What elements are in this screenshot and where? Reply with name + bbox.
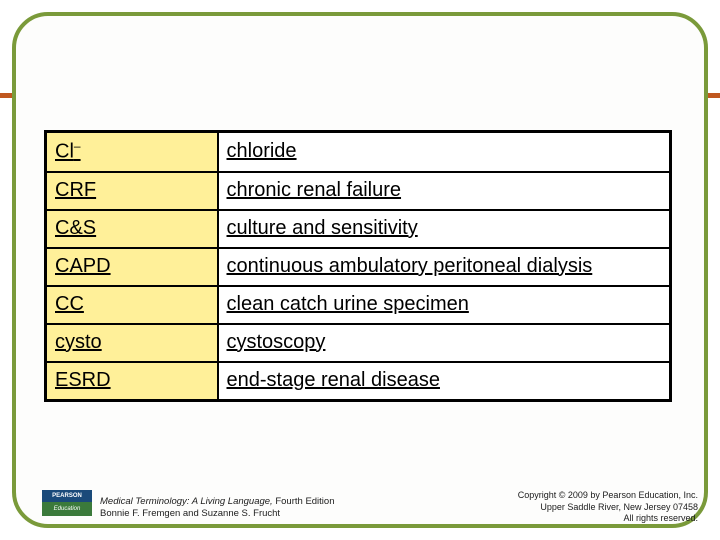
def-cell: cystoscopy — [218, 324, 671, 362]
pearson-logo-top: PEARSON — [42, 490, 92, 502]
abbr-cell: ESRD — [46, 362, 218, 401]
copyright-line: Copyright © 2009 by Pearson Education, I… — [518, 490, 698, 501]
def-cell: chronic renal failure — [218, 172, 671, 210]
table-row: CAPD continuous ambulatory peritoneal di… — [46, 248, 671, 286]
book-title: Medical Terminology: A Living Language, — [100, 496, 273, 507]
copyright-line: Upper Saddle River, New Jersey 07458 — [518, 502, 698, 513]
copyright-block: Copyright © 2009 by Pearson Education, I… — [518, 490, 698, 524]
table-row: Cl– chloride — [46, 132, 671, 172]
table-row: cysto cystoscopy — [46, 324, 671, 362]
abbr-cell: C&S — [46, 210, 218, 248]
footer: PEARSON Education Medical Terminology: A… — [0, 484, 720, 540]
abbr-cell: cysto — [46, 324, 218, 362]
book-credit: Medical Terminology: A Living Language, … — [100, 496, 335, 520]
book-authors: Bonnie F. Fremgen and Suzanne S. Frucht — [100, 508, 335, 520]
abbr-cell: CAPD — [46, 248, 218, 286]
book-edition: Fourth Edition — [273, 496, 335, 507]
abbreviation-table-wrap: Cl– chloride CRF chronic renal failure C… — [44, 130, 672, 402]
abbr-cell: CRF — [46, 172, 218, 210]
abbr-cell: CC — [46, 286, 218, 324]
def-cell: continuous ambulatory peritoneal dialysi… — [218, 248, 671, 286]
table-row: CC clean catch urine specimen — [46, 286, 671, 324]
abbreviation-table-body: Cl– chloride CRF chronic renal failure C… — [46, 132, 671, 401]
book-title-line: Medical Terminology: A Living Language, … — [100, 496, 335, 508]
def-cell: culture and sensitivity — [218, 210, 671, 248]
table-row: C&S culture and sensitivity — [46, 210, 671, 248]
pearson-logo-bottom: Education — [42, 502, 92, 516]
abbreviation-table: Cl– chloride CRF chronic renal failure C… — [44, 130, 672, 402]
pearson-logo: PEARSON Education — [42, 490, 92, 516]
def-cell: end-stage renal disease — [218, 362, 671, 401]
table-row: CRF chronic renal failure — [46, 172, 671, 210]
copyright-line: All rights reserved. — [518, 513, 698, 524]
abbr-cell: Cl– — [46, 132, 218, 172]
def-cell: chloride — [218, 132, 671, 172]
table-row: ESRD end-stage renal disease — [46, 362, 671, 401]
def-cell: clean catch urine specimen — [218, 286, 671, 324]
